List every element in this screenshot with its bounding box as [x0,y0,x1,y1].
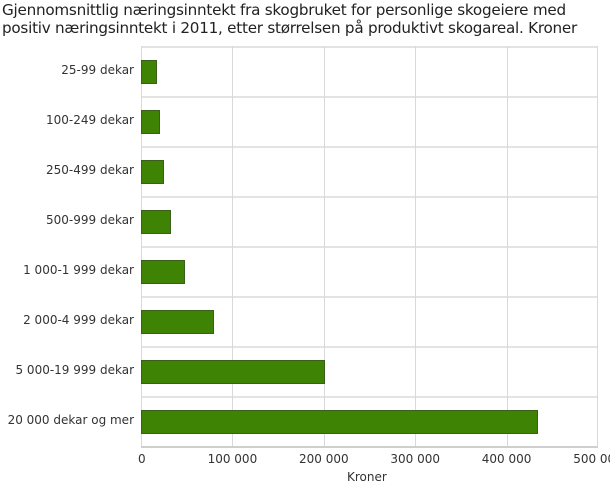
horizontal-gridline [141,296,598,298]
horizontal-gridline [141,96,598,98]
chart-title-line-2: positiv næringsinntekt i 2011, etter stø… [2,19,578,37]
x-tick-label: 0 [138,452,146,466]
bar[interactable] [141,210,172,234]
vertical-gridline [323,46,325,447]
horizontal-gridline [141,396,598,398]
vertical-gridline [597,46,598,447]
category-label: 250-499 dekar [46,163,134,177]
category-label: 100-249 dekar [46,113,134,127]
x-axis-line [141,446,598,448]
bar[interactable] [141,60,157,84]
vertical-gridline [506,46,508,447]
horizontal-gridline [141,196,598,198]
x-axis-label: Kroner [347,470,387,484]
horizontal-gridline [141,346,598,348]
bar[interactable] [141,160,165,184]
vertical-gridline [141,46,142,447]
bar[interactable] [141,360,326,384]
x-tick-label: 500 000 [573,452,610,466]
category-label: 20 000 dekar og mer [7,413,134,427]
x-tick-label: 100 000 [207,452,258,466]
vertical-gridline [232,46,234,447]
category-label: 2 000-4 999 dekar [23,313,134,327]
chart-title: Gjennomsnittlig næringsinntekt fra skogb… [2,1,610,37]
horizontal-gridline [141,146,598,148]
category-label: 500-999 dekar [46,213,134,227]
x-tick-label: 400 000 [481,452,532,466]
horizontal-gridline [141,246,598,248]
x-tick-label: 300 000 [390,452,440,466]
category-label: 1 000-1 999 dekar [23,263,134,277]
bar[interactable] [141,310,215,334]
bar[interactable] [141,410,538,434]
vertical-gridline [415,46,417,447]
category-label: 25-99 dekar [61,63,134,77]
bar[interactable] [141,110,161,134]
category-label: 5 000-19 999 dekar [15,363,134,377]
chart-title-line-1: Gjennomsnittlig næringsinntekt fra skogb… [2,1,566,19]
bar[interactable] [141,260,186,284]
plot-area [141,46,598,448]
x-tick-label: 200 000 [298,452,349,466]
horizontal-gridline [141,46,598,48]
